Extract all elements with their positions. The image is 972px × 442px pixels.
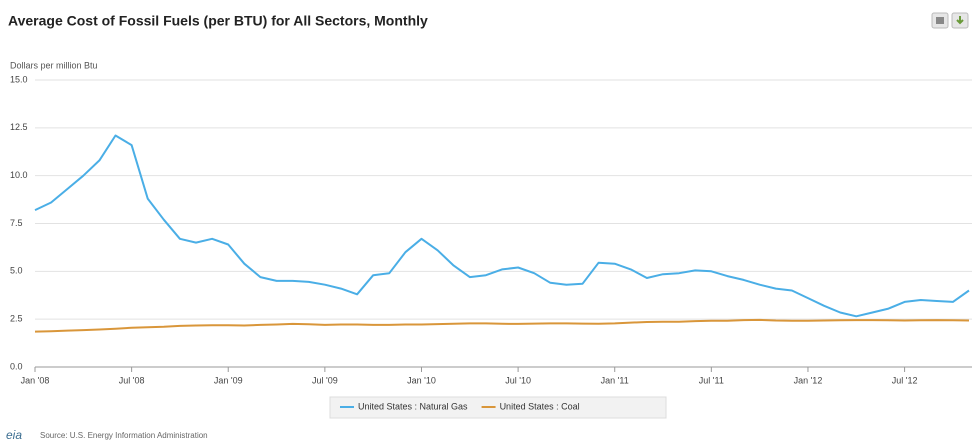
- x-tick-label: Jul '08: [119, 375, 145, 385]
- y-tick-label: 5.0: [10, 266, 23, 276]
- plot-area: 0.0 2.5 5.0 7.5 10.0 12.5 15.0 Jan '08 Jul '08 Ja…: [10, 74, 972, 385]
- download-icon: [956, 16, 964, 25]
- x-tick-label: Jan '08: [21, 375, 50, 385]
- legend-label: United States : Natural Gas: [358, 401, 468, 411]
- y-axis-label: Dollars per million Btu: [10, 60, 98, 70]
- y-tick-label: 12.5: [10, 122, 28, 132]
- x-tick-label: Jul '10: [505, 375, 531, 385]
- x-tick-label: Jan '10: [407, 375, 436, 385]
- source: Source: U.S. Energy Information Administ…: [40, 431, 208, 440]
- legend-label: United States : Coal: [500, 401, 580, 411]
- y-tick-label: 0.0: [10, 361, 23, 371]
- x-tick-label: Jul '12: [892, 375, 918, 385]
- x-tick-label: Jan '09: [214, 375, 243, 385]
- y-tick-label: 7.5: [10, 218, 23, 228]
- x-tick-label: Jul '09: [312, 375, 338, 385]
- y-tick-label: 15.0: [10, 74, 28, 84]
- chart-title: Average Cost of Fossil Fuels (per BTU) f…: [8, 13, 428, 29]
- toolbar: [931, 12, 969, 29]
- y-tick-label: 2.5: [10, 314, 23, 324]
- legend-items: United States : Natural Gas United States…: [340, 401, 580, 411]
- x-tick-label: Jan '12: [794, 375, 823, 385]
- logo: eia: [6, 428, 22, 442]
- legend-box: [329, 396, 667, 419]
- series-line: [34, 134, 970, 318]
- x-tick-label: Jul '11: [699, 375, 724, 385]
- legend: United States : Natural Gas United States…: [329, 396, 667, 419]
- print-icon: [936, 17, 944, 24]
- x-tick-label: Jan '11: [601, 375, 629, 385]
- y-tick-label: 10.0: [10, 170, 28, 180]
- series-line: [34, 318, 970, 333]
